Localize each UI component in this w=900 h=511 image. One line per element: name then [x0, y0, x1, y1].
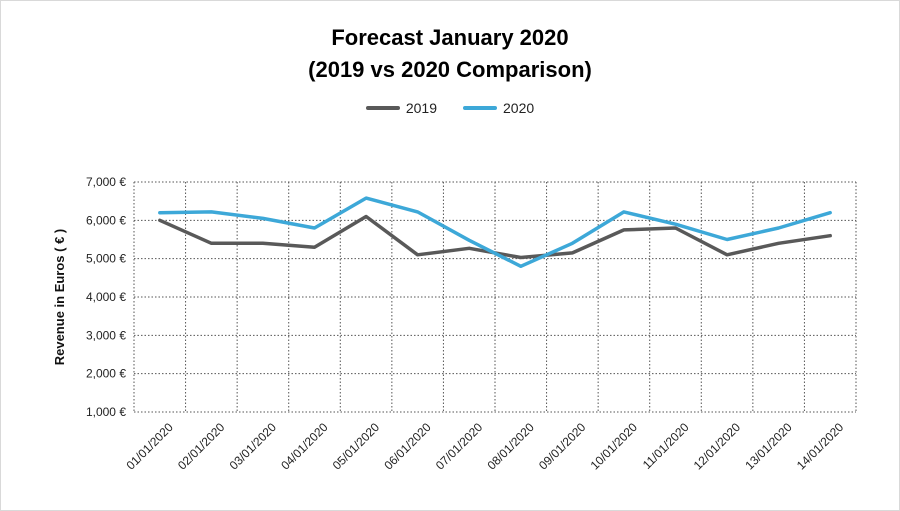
y-tick-label: 2,000 €	[86, 367, 126, 381]
x-tick-label: 11/01/2020	[640, 420, 692, 472]
legend: 2019 2020	[0, 100, 900, 116]
y-tick-label: 3,000 €	[86, 328, 126, 342]
series-line-2020	[158, 196, 832, 269]
x-tick-label: 02/01/2020	[175, 420, 228, 473]
chart-title: Forecast January 2020	[331, 25, 569, 50]
legend-item-2020: 2020	[463, 100, 534, 116]
legend-swatch-2020	[463, 106, 497, 110]
legend-swatch-2019	[365, 106, 400, 110]
y-tick-label: 7,000 €	[86, 175, 126, 189]
y-axis-title: Revenue in Euros ( € )	[52, 229, 67, 366]
chart-subtitle: (2019 vs 2020 Comparison)	[308, 57, 592, 82]
x-tick-label: 09/01/2020	[536, 420, 589, 473]
chart-title-block: Forecast January 2020 (2019 vs 2020 Comp…	[0, 22, 900, 86]
x-tick-label: 03/01/2020	[227, 420, 280, 473]
y-tick-label: 4,000 €	[86, 290, 126, 304]
x-tick-label: 07/01/2020	[433, 420, 486, 473]
legend-label-2019: 2019	[405, 100, 437, 116]
x-tick-label: 13/01/2020	[742, 420, 795, 473]
x-tick-label: 14/01/2020	[794, 420, 847, 473]
legend-item-2019: 2019	[365, 100, 437, 116]
legend-label-2020: 2020	[503, 100, 535, 116]
y-tick-label: 5,000 €	[86, 252, 126, 266]
x-tick-label: 10/01/2020	[588, 420, 641, 473]
x-tick-label: 04/01/2020	[278, 420, 331, 473]
y-tick-label: 1,000 €	[86, 405, 126, 419]
x-tick-label: 05/01/2020	[330, 420, 383, 473]
x-tick-label: 08/01/2020	[484, 420, 537, 473]
x-tick-label: 01/01/2020	[123, 420, 176, 473]
x-tick-label: 06/01/2020	[381, 420, 434, 473]
y-tick-label: 6,000 €	[86, 213, 126, 227]
x-tick-label: 12/01/2020	[691, 420, 744, 473]
